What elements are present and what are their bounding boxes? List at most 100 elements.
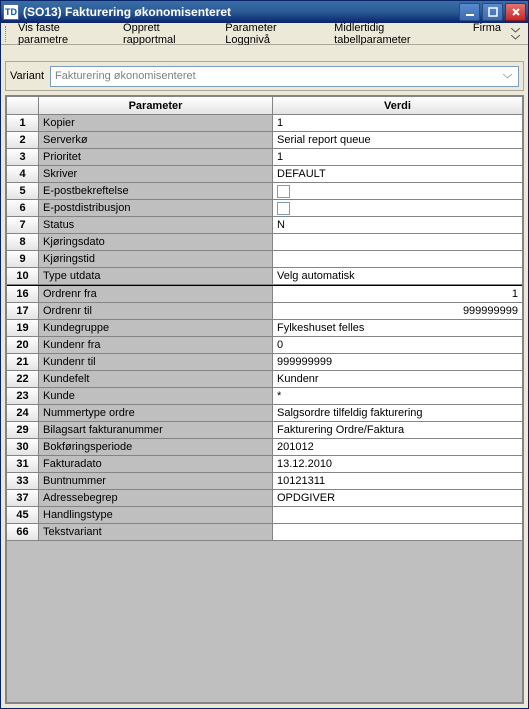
row-number[interactable]: 21 [7,354,39,371]
value-cell[interactable]: Velg automatisk [273,268,522,285]
parameter-cell: Kjøringstid [39,251,273,268]
value-cell[interactable] [273,507,522,524]
parameter-cell: Nummertype ordre [39,405,273,422]
row-number[interactable]: 30 [7,439,39,456]
parameter-cell: Kundenr til [39,354,273,371]
value-cell[interactable]: Fylkeshuset felles [273,320,522,337]
checkbox[interactable] [277,185,290,198]
row-number[interactable]: 3 [7,149,39,166]
row-number[interactable]: 20 [7,337,39,354]
value-cell[interactable]: Salgsordre tilfeldig fakturering [273,405,522,422]
row-number[interactable]: 10 [7,268,39,285]
checkbox[interactable] [277,202,290,215]
value-cell[interactable]: * [273,388,522,405]
close-button[interactable] [505,3,526,21]
table-row: 30Bokføringsperiode201012 [7,439,522,456]
row-number[interactable]: 1 [7,115,39,132]
row-number[interactable]: 16 [7,286,39,303]
toolbar-overflow-button[interactable] [507,28,524,40]
menu-item[interactable]: Parameter Loggnivå [219,20,328,48]
row-number[interactable]: 2 [7,132,39,149]
window: TD (SO13) Fakturering økonomisenteret Vi… [0,0,529,709]
parameter-cell: Status [39,217,273,234]
table-row: 45Handlingstype [7,507,522,524]
menu-item[interactable]: Firma [467,20,507,48]
parameter-cell: Kundegruppe [39,320,273,337]
chevron-down-icon [511,35,520,40]
value-cell[interactable] [273,251,522,268]
value-cell[interactable]: 1 [273,115,522,132]
value-cell[interactable]: 1 [273,149,522,166]
row-number[interactable]: 17 [7,303,39,320]
value-cell[interactable]: Serial report queue [273,132,522,149]
row-number[interactable]: 33 [7,473,39,490]
parameter-cell: E-postbekreftelse [39,183,273,200]
value-cell[interactable]: N [273,217,522,234]
variant-value: Fakturering økonomisenteret [55,70,196,82]
table-row: 5E-postbekreftelse [7,183,522,200]
row-number[interactable]: 6 [7,200,39,217]
value-cell[interactable]: 999999999 [273,354,522,371]
parameter-cell: Fakturadato [39,456,273,473]
row-number[interactable]: 7 [7,217,39,234]
value-cell[interactable] [273,200,522,217]
chevron-down-icon [511,28,520,33]
variant-combobox[interactable]: Fakturering økonomisenteret [50,66,519,87]
row-number[interactable]: 5 [7,183,39,200]
row-number[interactable]: 45 [7,507,39,524]
header-rownum [7,97,39,115]
table-row: 31Fakturadato13.12.2010 [7,456,522,473]
content-area: Variant Fakturering økonomisenteret Para… [1,45,528,708]
row-number[interactable]: 29 [7,422,39,439]
maximize-button[interactable] [482,3,503,21]
value-cell[interactable]: 13.12.2010 [273,456,522,473]
minimize-icon [465,7,475,17]
menu-item[interactable]: Midlertidig tabellparameter [328,20,467,48]
parameter-cell: Type utdata [39,268,273,285]
table-row: 9Kjøringstid [7,251,522,268]
table-row: 19KundegruppeFylkeshuset felles [7,320,522,337]
table-row: 1Kopier1 [7,115,522,132]
value-cell[interactable] [273,524,522,541]
row-number[interactable]: 37 [7,490,39,507]
grid-body: 1Kopier12ServerkøSerial report queue3Pri… [7,115,522,702]
value-cell[interactable]: Kundenr [273,371,522,388]
value-cell[interactable]: 1 [273,286,522,303]
row-number[interactable]: 22 [7,371,39,388]
value-cell[interactable]: 999999999 [273,303,522,320]
row-number[interactable]: 9 [7,251,39,268]
parameter-cell: Prioritet [39,149,273,166]
table-row: 66Tekstvariant [7,524,522,541]
row-number[interactable]: 31 [7,456,39,473]
row-number[interactable]: 19 [7,320,39,337]
value-cell[interactable]: Fakturering Ordre/Faktura [273,422,522,439]
parameter-cell: Ordrenr til [39,303,273,320]
value-cell[interactable] [273,183,522,200]
row-number[interactable]: 24 [7,405,39,422]
table-row: 8Kjøringsdato [7,234,522,251]
menu-item[interactable]: Opprett rapportmal [117,20,219,48]
row-number[interactable]: 8 [7,234,39,251]
table-row: 7StatusN [7,217,522,234]
value-cell[interactable]: 10121311 [273,473,522,490]
value-cell[interactable]: OPDGIVER [273,490,522,507]
table-row: 29Bilagsart fakturanummerFakturering Ord… [7,422,522,439]
value-cell[interactable] [273,234,522,251]
value-cell[interactable]: DEFAULT [273,166,522,183]
row-number[interactable]: 4 [7,166,39,183]
header-parameter[interactable]: Parameter [39,97,273,115]
window-title: (SO13) Fakturering økonomisenteret [23,5,459,19]
row-number[interactable]: 66 [7,524,39,541]
maximize-icon [488,7,498,17]
parameter-cell: E-postdistribusjon [39,200,273,217]
header-value[interactable]: Verdi [273,97,522,115]
menu-item[interactable]: Vis faste parametre [12,20,117,48]
value-cell[interactable]: 201012 [273,439,522,456]
table-row: 23Kunde* [7,388,522,405]
minimize-button[interactable] [459,3,480,21]
value-cell[interactable]: 0 [273,337,522,354]
toolbar-grip-icon [5,26,9,42]
table-row: 10Type utdataVelg automatisk [7,268,522,285]
row-number[interactable]: 23 [7,388,39,405]
parameter-cell: Skriver [39,166,273,183]
